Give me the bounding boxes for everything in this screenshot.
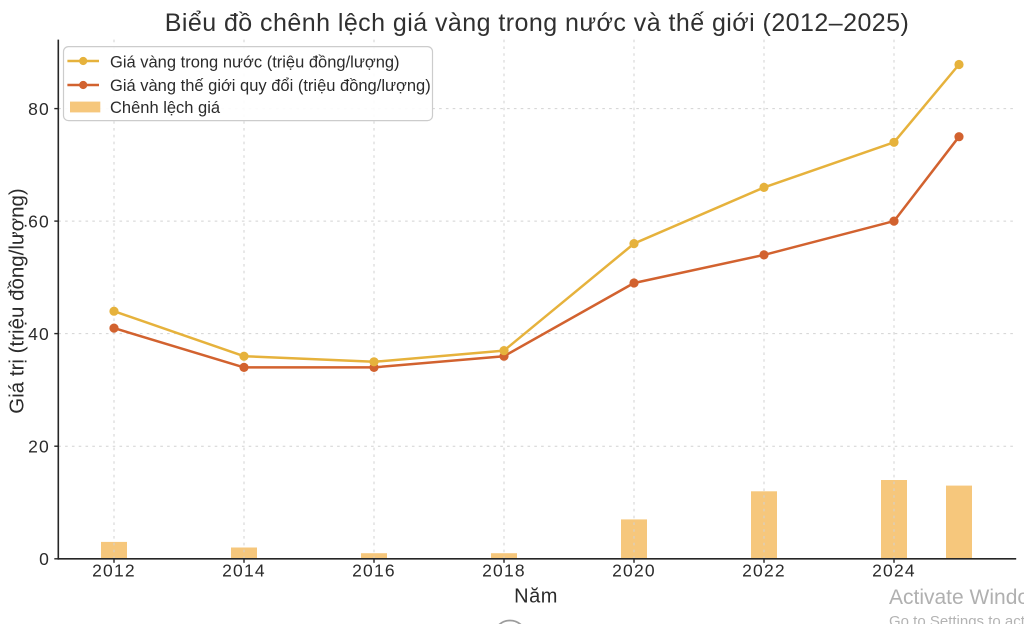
svg-text:2018: 2018: [482, 561, 526, 581]
svg-text:Biểu đồ chênh lệch giá vàng tr: Biểu đồ chênh lệch giá vàng trong nước v…: [165, 9, 910, 37]
svg-text:Activate Windows: Activate Windows: [889, 586, 1024, 609]
svg-text:2014: 2014: [222, 561, 266, 581]
svg-text:20: 20: [28, 436, 50, 456]
svg-text:0: 0: [39, 549, 50, 569]
svg-text:Chênh lệch giá: Chênh lệch giá: [110, 99, 221, 117]
svg-text:2016: 2016: [352, 561, 396, 581]
svg-text:80: 80: [28, 99, 50, 119]
svg-text:2020: 2020: [612, 561, 656, 581]
svg-text:40: 40: [28, 324, 50, 344]
svg-text:2024: 2024: [872, 561, 916, 581]
svg-text:Năm: Năm: [514, 586, 558, 608]
svg-text:Giá vàng trong nước (triệu đồn: Giá vàng trong nước (triệu đồng/lượng): [110, 53, 400, 71]
svg-text:Go to Settings to activate: Go to Settings to activate: [889, 613, 1024, 624]
svg-text:2012: 2012: [92, 561, 136, 581]
svg-text:Giá trị (triệu đồng/lượng): Giá trị (triệu đồng/lượng): [6, 188, 29, 413]
svg-text:2022: 2022: [742, 561, 786, 581]
svg-text:60: 60: [28, 211, 50, 231]
svg-text:Giá vàng thế giới quy đổi (tri: Giá vàng thế giới quy đổi (triệu đồng/lư…: [110, 77, 431, 95]
